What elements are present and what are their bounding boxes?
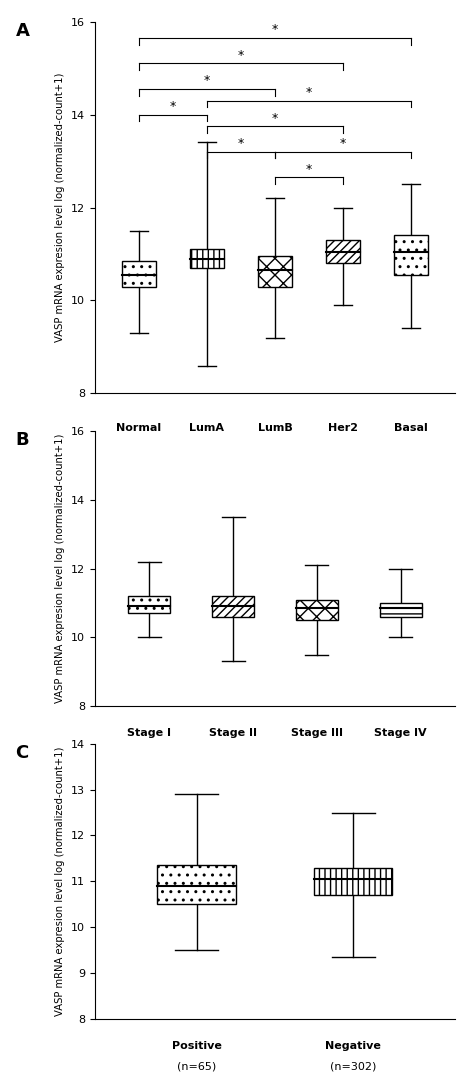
Text: *: * xyxy=(306,163,312,176)
Text: (n=142): (n=142) xyxy=(388,451,434,461)
Bar xyxy=(190,249,224,268)
Bar xyxy=(314,868,392,895)
Bar xyxy=(128,596,170,613)
Text: B: B xyxy=(16,431,29,450)
Bar xyxy=(258,257,292,287)
Y-axis label: VASP mRNA expresion level log (normalized-count+1): VASP mRNA expresion level log (normalize… xyxy=(55,747,65,1015)
Bar xyxy=(212,596,254,617)
Text: (n=434): (n=434) xyxy=(184,451,230,461)
Text: Negative: Negative xyxy=(325,1040,381,1051)
Text: (n=65): (n=65) xyxy=(177,1062,216,1072)
Text: (n=132): (n=132) xyxy=(126,749,173,759)
Text: Stage II: Stage II xyxy=(209,728,257,738)
Text: *: * xyxy=(272,24,278,37)
Text: (n=446): (n=446) xyxy=(210,749,256,759)
Text: C: C xyxy=(16,744,29,762)
Bar xyxy=(157,866,236,904)
Y-axis label: VASP mRNA expresion level log (normalized-count+1): VASP mRNA expresion level log (normalize… xyxy=(55,73,65,342)
Text: *: * xyxy=(340,137,346,150)
Text: (n=15): (n=15) xyxy=(381,749,420,759)
Text: A: A xyxy=(16,22,29,40)
Y-axis label: VASP mRNA expresion level log (normalized-count+1): VASP mRNA expresion level log (normalize… xyxy=(55,434,65,703)
Text: *: * xyxy=(170,100,176,113)
Text: Stage I: Stage I xyxy=(127,728,171,738)
Text: Normal: Normal xyxy=(117,424,162,433)
Text: Stage III: Stage III xyxy=(291,728,343,738)
Text: *: * xyxy=(306,86,312,99)
Text: LumA: LumA xyxy=(190,424,225,433)
Text: Basal: Basal xyxy=(394,424,428,433)
Text: Her2: Her2 xyxy=(328,424,358,433)
Text: *: * xyxy=(272,112,278,125)
Text: (n=119): (n=119) xyxy=(116,451,162,461)
Text: (n=193): (n=193) xyxy=(252,451,298,461)
Text: *: * xyxy=(238,49,244,61)
Text: Stage IV: Stage IV xyxy=(374,728,427,738)
Bar xyxy=(326,240,360,263)
Bar xyxy=(122,261,156,287)
Text: (n=302): (n=302) xyxy=(330,1062,376,1072)
Text: LumB: LumB xyxy=(257,424,292,433)
Text: (n=175): (n=175) xyxy=(293,749,340,759)
Bar xyxy=(394,235,428,275)
Bar xyxy=(380,603,421,617)
Text: *: * xyxy=(204,74,210,87)
Text: Positive: Positive xyxy=(172,1040,221,1051)
Text: (n=67): (n=67) xyxy=(323,451,363,461)
Bar xyxy=(296,599,338,620)
Text: *: * xyxy=(238,137,244,150)
